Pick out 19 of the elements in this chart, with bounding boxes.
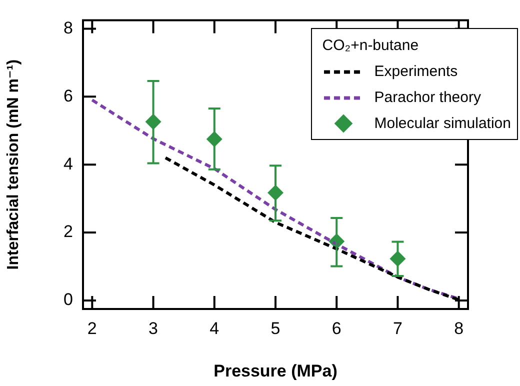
x-tick-label: 5 (270, 318, 280, 338)
y-tick-label: 2 (64, 222, 73, 242)
y-tick-label: 6 (64, 86, 73, 106)
legend-label: Parachor theory (374, 88, 481, 108)
x-tick-label: 7 (392, 318, 402, 338)
legend-label: Experiments (374, 62, 458, 82)
x-tick-label: 4 (210, 318, 220, 338)
y-tick-label: 4 (64, 154, 73, 174)
legend-title: CO₂+n-butane (322, 36, 420, 56)
y-tick-label: 8 (64, 18, 73, 38)
x-tick-label: 2 (87, 318, 97, 338)
y-tick-label: 0 (64, 290, 73, 310)
legend-label: Molecular simulation (374, 114, 511, 134)
line-series (164, 156, 460, 302)
y-axis-title: Interfacial tension (mN m⁻¹) (5, 59, 22, 270)
x-axis-title: Pressure (MPa) (214, 361, 338, 380)
x-tick-label: 3 (148, 318, 158, 338)
x-tick-label: 8 (454, 318, 464, 338)
x-tick-label: 6 (332, 318, 342, 338)
